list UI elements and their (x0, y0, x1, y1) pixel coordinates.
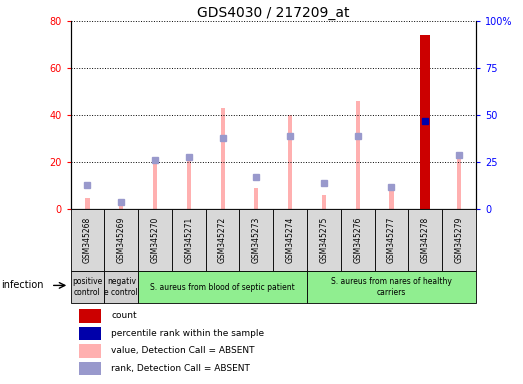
Text: GSM345269: GSM345269 (117, 217, 126, 263)
Bar (442, 209, 476, 271)
Text: GSM345274: GSM345274 (286, 217, 294, 263)
Title: GDS4030 / 217209_at: GDS4030 / 217209_at (197, 6, 349, 20)
Text: GSM345275: GSM345275 (320, 217, 328, 263)
Bar (78, 310, 101, 323)
Text: GSM345270: GSM345270 (151, 217, 160, 263)
Bar (240, 209, 273, 271)
Bar (356, 101, 360, 209)
Text: S. aureus from blood of septic patient: S. aureus from blood of septic patient (150, 283, 295, 291)
Bar (78, 344, 101, 358)
Text: count: count (111, 311, 137, 321)
Text: GSM345271: GSM345271 (184, 217, 194, 263)
Text: value, Detection Call = ABSENT: value, Detection Call = ABSENT (111, 346, 255, 356)
Bar (221, 108, 224, 209)
Text: GSM345268: GSM345268 (83, 217, 92, 263)
Bar (273, 209, 307, 271)
Bar (390, 186, 393, 209)
Bar (172, 209, 206, 271)
Text: GSM345278: GSM345278 (421, 217, 430, 263)
Bar (408, 209, 442, 271)
Text: infection: infection (2, 280, 44, 290)
Text: GSM345273: GSM345273 (252, 217, 261, 263)
Bar (85, 197, 89, 209)
Text: GSM345272: GSM345272 (218, 217, 227, 263)
Bar (71, 271, 105, 303)
Bar (138, 271, 307, 303)
Bar (105, 271, 138, 303)
Bar (288, 115, 292, 209)
Bar (206, 209, 240, 271)
Text: positive
control: positive control (72, 277, 103, 297)
Text: negativ
e control: negativ e control (105, 277, 138, 297)
Bar (322, 195, 326, 209)
Bar (420, 35, 430, 209)
Text: rank, Detection Call = ABSENT: rank, Detection Call = ABSENT (111, 364, 250, 373)
Text: GSM345277: GSM345277 (387, 217, 396, 263)
Bar (78, 362, 101, 375)
Text: S. aureus from nares of healthy
carriers: S. aureus from nares of healthy carriers (331, 277, 452, 297)
Bar (153, 162, 157, 209)
Bar (423, 35, 427, 209)
Text: GSM345279: GSM345279 (454, 217, 463, 263)
Bar (138, 209, 172, 271)
Bar (187, 155, 191, 209)
Bar (457, 153, 461, 209)
Bar (307, 209, 341, 271)
Bar (71, 209, 105, 271)
Bar (119, 202, 123, 209)
Text: GSM345276: GSM345276 (353, 217, 362, 263)
Bar (374, 209, 408, 271)
Bar (254, 188, 258, 209)
Bar (307, 271, 476, 303)
Bar (78, 327, 101, 340)
Bar (105, 209, 138, 271)
Text: percentile rank within the sample: percentile rank within the sample (111, 329, 264, 338)
Bar (341, 209, 374, 271)
